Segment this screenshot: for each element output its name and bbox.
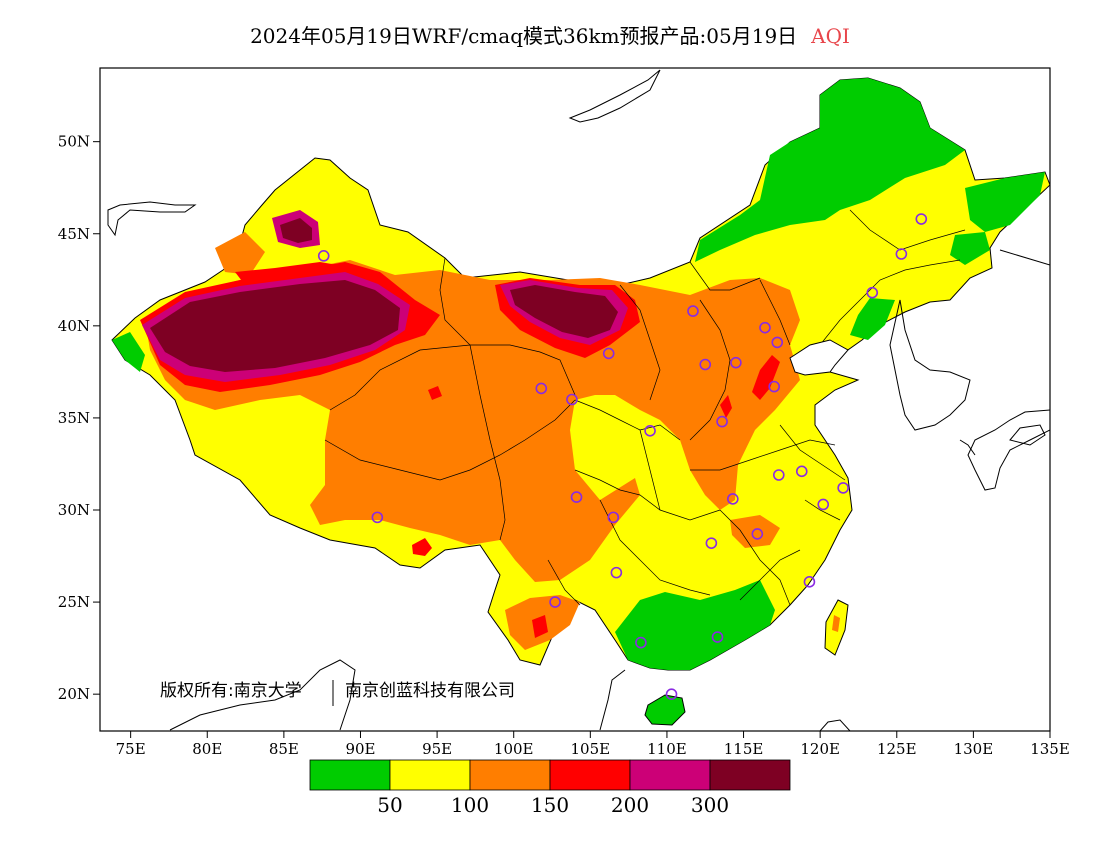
lon-tick-label: 135E [1030,740,1070,758]
station-marker [644,425,656,437]
lat-tick-label: 30N [58,501,90,519]
station-marker [570,491,583,503]
aqi-field [107,69,1050,731]
station-marker [771,336,784,349]
station-marker [602,347,615,360]
maroon-region-junggar [280,218,312,243]
map-title-main: 2024年05月19日WRF/cmaq模式36km预报产品:05月19日 [250,24,798,48]
neighbour-coastlines [107,69,1050,731]
hainan-island [644,694,686,726]
orange-patch-hunan [730,515,780,548]
station-marker [817,498,830,511]
lon-tick-label: 95E [422,740,452,758]
station-marker [317,250,330,262]
colorbar-swatch [709,759,791,791]
northeast-green-region [695,78,965,262]
station-marker [772,469,785,481]
lon-tick-label: 80E [192,740,222,758]
taiwan-orange-patch [832,615,840,632]
map-title-variable: AQI [811,24,850,48]
lat-tick-label: 50N [58,133,90,151]
station-marker [759,321,771,334]
station-marker [535,382,548,395]
station-marker [549,596,561,608]
station-marker [795,465,808,478]
colorbar-threshold-label: 200 [611,793,649,817]
station-marker [711,631,724,643]
colorbar-swatch [549,759,631,791]
lon-tick-label: 120E [800,740,840,758]
lon-tick-label: 115E [724,740,764,758]
lat-tick-label: 45N [58,225,90,243]
lat-tick-label: 35N [58,409,90,427]
station-marker [716,415,728,428]
station-marker [768,380,780,393]
lon-tick-label: 130E [954,740,994,758]
station-marker [730,356,742,369]
station-marker [610,566,623,579]
colorbar-threshold-label: 50 [377,793,402,817]
maroon-region-inner-mongolia [510,285,618,338]
station-marker [837,482,849,494]
red-spot-yunnan [532,615,548,638]
east-green-region [965,172,1045,232]
lat-tick-label: 40N [58,317,90,335]
west-tip-green [112,332,145,372]
copyright-right: 南京创蓝科技有限公司 [345,681,515,701]
map-title: 2024年05月19日WRF/cmaq模式36km预报产品:05月19日 AQI [0,20,1100,49]
station-marker [607,511,620,524]
bohai-sea [789,339,849,376]
station-marker [687,305,699,317]
province-boundaries [324,209,966,606]
station-marker [915,213,928,225]
longitude-axis: 75E 80E 85E 90E 95E 100E 105E 110E 115E 120E 125E 1… [116,731,1070,758]
lon-tick-label: 110E [647,740,687,758]
station-marker [751,528,764,540]
lon-tick-label: 85E [269,740,299,758]
maroon-region-tarim [150,280,400,372]
lat-tick-label: 20N [58,685,90,703]
lon-tick-label: 90E [345,740,375,758]
station-marker [727,493,739,505]
colorbar-swatch [629,759,711,791]
red-streak-hebei [720,395,732,418]
station-marker [371,511,384,524]
orange-patch-west [215,232,265,275]
colorbar-threshold-label: 100 [451,793,489,817]
colorbar-swatch [389,759,471,791]
colorbar-swatch [309,759,391,791]
station-marker [635,636,647,649]
red-spot-tibet [412,538,432,556]
map-frame [99,67,1051,732]
copyright-left: 版权所有:南京大学 [160,681,302,701]
lon-tick-label: 105E [571,740,611,758]
lon-tick-label: 125E [877,740,917,758]
south-green-region [615,580,775,670]
station-marker [665,688,678,700]
liaoning-green-region [850,298,895,340]
station-marker [866,286,879,299]
lon-tick-label: 100E [494,740,534,758]
red-spot-qinghai [428,386,442,400]
station-marker [566,393,578,406]
colorbar-threshold-label: 300 [691,793,729,817]
monitoring-stations [317,213,928,700]
jilin-green-region [950,232,990,265]
lat-tick-label: 25N [58,593,90,611]
aqi-colorbar: 50 100 150 200 300 [309,759,791,817]
station-marker [895,248,908,260]
red-streak-north-china [752,355,780,400]
station-marker [803,576,816,588]
latitude-axis: 20N 25N 30N 35N 40N 45N 50N [58,133,100,703]
colorbar-threshold-label: 150 [531,793,569,817]
station-marker [699,358,712,371]
station-marker [705,537,718,549]
colorbar-swatch [469,759,551,791]
lon-tick-label: 75E [116,740,146,758]
